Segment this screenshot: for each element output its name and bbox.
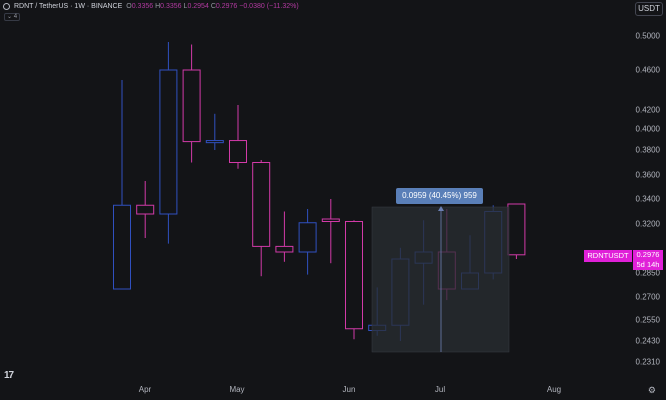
price-axis-label: 0.4600: [635, 65, 660, 75]
indicators-collapse-button[interactable]: ⌄ 4: [4, 13, 21, 21]
candle-body: [136, 204, 155, 215]
measure-tooltip: 0.0959 (40.45%) 959: [396, 188, 483, 204]
time-axis-label: Aug: [546, 385, 562, 394]
chart-legend: RDNT / TetherUS · 1W · BINANCE O0.3356 H…: [3, 3, 299, 10]
candle-body: [205, 140, 224, 144]
price-axis-label: 0.2550: [635, 315, 660, 325]
chart-settings-icon[interactable]: ⚙: [647, 385, 656, 395]
price-axis-label: 0.4200: [635, 105, 660, 115]
candle-body: [113, 204, 131, 290]
price-axis-label: 0.2700: [635, 292, 660, 302]
last-price-value: 0.2976: [636, 250, 660, 259]
currency-selector[interactable]: USDT: [635, 2, 663, 16]
bar-countdown: 5d 14h: [636, 260, 660, 269]
candle-body: [345, 221, 363, 330]
tradingview-logo-icon[interactable]: 17: [4, 370, 14, 381]
measure-arrow-head: [438, 206, 444, 211]
measure-range-box: [371, 206, 510, 353]
time-axis-label: May: [229, 385, 245, 394]
close-key: C: [210, 3, 216, 10]
price-axis-label: 0.2310: [635, 357, 660, 367]
last-price-tag: 0.2976 5d 14h: [633, 250, 663, 270]
candle-body: [507, 203, 526, 256]
price-axis-label: 0.3400: [635, 194, 660, 204]
candle-body: [182, 69, 201, 143]
symbol-title[interactable]: RDNT / TetherUS · 1W · BINANCE: [14, 3, 123, 10]
price-axis-label: 0.5000: [635, 31, 660, 41]
candle-body: [275, 245, 294, 253]
price-axis-label: 0.4000: [635, 124, 660, 134]
change-value: −0.0380 (−11.32%): [239, 3, 299, 10]
close-value: 0.2976: [215, 3, 238, 10]
price-axis-label: 0.2850: [635, 268, 660, 278]
candle-body: [321, 218, 340, 222]
candle-body: [229, 140, 247, 164]
low-key: L: [183, 3, 188, 10]
open-value: 0.3356: [131, 3, 154, 10]
high-value: 0.3356: [160, 3, 182, 10]
time-axis-label: Jun: [342, 385, 356, 394]
candle-body: [298, 222, 317, 253]
ohlc-values: O0.3356 H0.3356 L0.2954 C0.2976 −0.0380 …: [126, 3, 298, 10]
candle-body: [252, 162, 271, 247]
open-key: O: [126, 3, 132, 10]
price-axis-label: 0.2430: [635, 336, 660, 346]
price-axis-label: 0.3600: [635, 170, 660, 180]
time-axis-label: Apr: [138, 385, 152, 394]
price-axis-label: 0.3200: [635, 219, 660, 229]
symbol-price-tag: RDNTUSDT: [584, 250, 632, 262]
low-value: 0.2954: [187, 3, 209, 10]
time-axis-label: Jul: [434, 385, 446, 394]
symbol-visibility-icon[interactable]: [3, 3, 10, 10]
candle-body: [159, 69, 178, 215]
price-axis-label: 0.3800: [635, 145, 660, 155]
high-key: H: [155, 3, 161, 10]
